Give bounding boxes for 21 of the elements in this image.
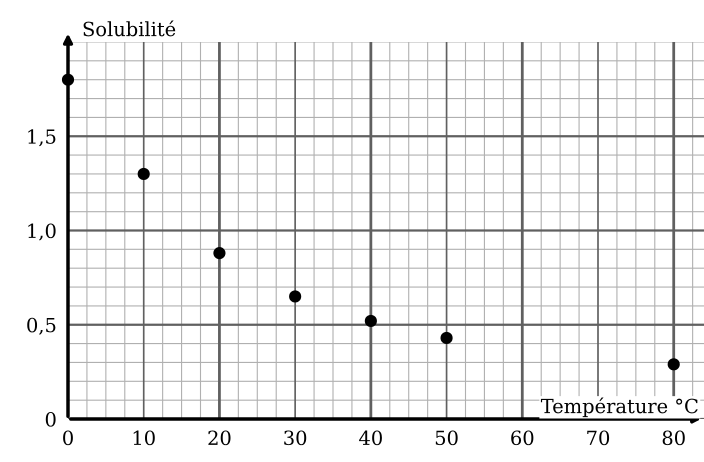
point [289,290,302,303]
x-tick-label: 60 [511,430,534,446]
y-tick-label: 0,5 [27,318,56,335]
point [440,332,453,344]
y-tick-label: 1,0 [28,223,56,241]
point [364,314,377,328]
x-tick-label: 50 [436,430,458,446]
y-tick-label: 1,5 [28,129,56,146]
x-tick-label: 20 [208,430,231,446]
x-tick-label: 80 [662,430,685,446]
x-tick-label: 40 [359,430,382,446]
x-tick-label: 0 [63,430,73,446]
x-axis-title: Température °C [540,398,698,418]
x-tick-label: 10 [134,430,155,446]
point [668,358,680,370]
point [213,247,226,260]
point [138,168,150,180]
y-axis-title: Solubilité [84,20,176,36]
y-tick-label: 0 [46,412,56,427]
x-tick-label: 30 [284,430,306,446]
x-tick-label: 70 [587,430,610,446]
